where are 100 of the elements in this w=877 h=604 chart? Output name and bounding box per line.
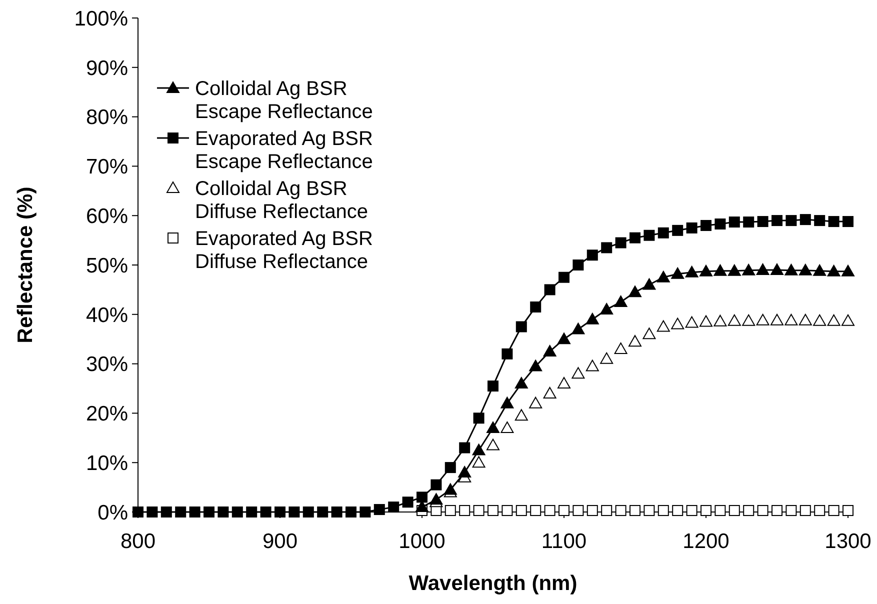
point (544, 284, 556, 296)
y-tick-label: 40% (86, 304, 128, 327)
point (529, 360, 542, 372)
point (288, 506, 300, 518)
legend-label: Evaporated Ag BSR Escape Reflectance (195, 128, 373, 173)
point (784, 314, 798, 326)
point (628, 286, 642, 298)
point (416, 492, 428, 503)
point (601, 242, 612, 254)
point (784, 264, 798, 276)
y-tick-label: 60% (86, 204, 128, 228)
point (444, 462, 456, 474)
point (572, 322, 585, 334)
point (473, 505, 484, 516)
point (644, 505, 655, 516)
x-axis-title: Wavelength (nm) (408, 572, 578, 595)
point (430, 493, 443, 505)
point (586, 360, 599, 372)
point (728, 216, 740, 228)
point (828, 505, 840, 516)
point (813, 264, 826, 276)
point (614, 342, 628, 354)
x-tick-label: 800 (120, 530, 156, 553)
point (685, 316, 698, 328)
x-tick-label: 900 (262, 530, 298, 553)
point (302, 506, 314, 518)
point (672, 505, 684, 516)
point (813, 314, 826, 326)
point (458, 466, 472, 478)
point (743, 216, 754, 228)
point (798, 264, 812, 276)
point (459, 442, 470, 454)
point (714, 505, 726, 516)
point (500, 422, 514, 434)
x-tick-label: 1000 (398, 530, 446, 553)
point (600, 352, 614, 364)
y-axis-title: Reflectance (%) (14, 186, 37, 344)
point (586, 312, 599, 324)
point (700, 220, 712, 231)
point (743, 505, 754, 516)
legend-label: Colloidal Ag BSR Diffuse Reflectance (195, 178, 368, 223)
point (530, 505, 542, 516)
point (842, 216, 854, 228)
point (189, 506, 200, 518)
point (756, 263, 770, 275)
point (772, 215, 782, 226)
point (514, 409, 528, 421)
y-tick-label: 80% (86, 106, 128, 130)
point (572, 505, 584, 516)
point (488, 505, 498, 516)
point (204, 506, 214, 518)
point (160, 506, 172, 518)
point (644, 230, 655, 241)
point (472, 456, 486, 468)
point (486, 422, 500, 434)
point (742, 314, 756, 326)
y-tick-label: 20% (86, 402, 128, 426)
point (686, 222, 698, 234)
point (700, 505, 712, 516)
x-tick-label: 1200 (682, 530, 730, 553)
point (558, 332, 570, 344)
point (728, 505, 740, 516)
point (614, 296, 628, 308)
point (786, 505, 797, 516)
point (686, 505, 698, 516)
point (615, 505, 626, 516)
point (360, 506, 371, 518)
point (331, 506, 342, 518)
point (601, 505, 612, 516)
point (502, 505, 513, 516)
point (814, 505, 826, 516)
point (514, 377, 528, 389)
point (317, 506, 328, 518)
point (658, 227, 669, 238)
point (798, 314, 812, 326)
point (543, 344, 556, 356)
point (544, 505, 556, 516)
y-tick-label: 30% (86, 353, 128, 376)
point (842, 264, 854, 276)
point (473, 412, 484, 424)
point (558, 272, 570, 283)
point (800, 214, 811, 226)
point (728, 314, 741, 326)
point (742, 264, 756, 276)
point (500, 396, 514, 408)
legend-label: Colloidal Ag BSR Escape Reflectance (195, 78, 373, 123)
point (558, 377, 570, 389)
point (628, 335, 642, 347)
point (260, 506, 272, 518)
point (827, 264, 840, 276)
legend-label: Evaporated Ag BSR Diffuse Reflectance (195, 228, 373, 273)
point (814, 215, 826, 226)
y-tick-label: 100% (74, 7, 128, 30)
point (671, 318, 684, 330)
point (827, 314, 840, 326)
point (656, 270, 670, 282)
point (800, 505, 811, 516)
point (459, 505, 470, 516)
point (700, 315, 712, 327)
point (374, 504, 385, 516)
